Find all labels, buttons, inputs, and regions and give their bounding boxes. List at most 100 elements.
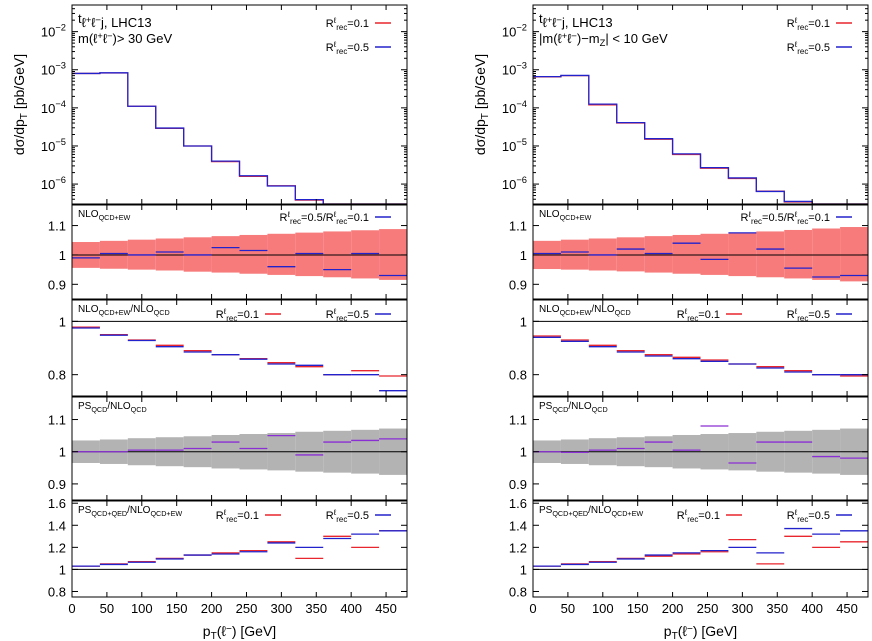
y-tick-label: 1.6 (509, 496, 527, 511)
band-bin (840, 227, 868, 282)
panel-frame (532, 4, 869, 205)
x-tick-label: 50 (100, 601, 114, 616)
chart-2: 10−6 10−5 10−4 10−3 10−2 Rℓrec=0.1 Rℓrec=0.5 tℓ… (472, 4, 869, 641)
x-tick-label: 300 (732, 601, 754, 616)
chart-1: 10−6 10−5 10−4 10−3 10−2 Rℓrec=0.1 Rℓrec=0.5 tℓ… (11, 4, 408, 641)
panel-frame (71, 396, 408, 501)
band-bin (756, 231, 785, 278)
legend-label: Rℓrec=0.5 (326, 508, 369, 524)
y-tick-label: 1.1 (509, 413, 527, 428)
panel-1: 10−6 10−5 10−4 10−3 10−2 Rℓrec=0.1 Rℓrec=0.5 tℓ… (472, 4, 869, 205)
y-tick-label: 10−6 (502, 175, 527, 192)
band-bin (644, 236, 673, 273)
band-bin (351, 230, 380, 279)
legend-label: Rℓrec=0.1 (216, 508, 259, 524)
panel-1: 10−6 10−5 10−4 10−3 10−2 Rℓrec=0.1 Rℓrec=0.5 tℓ… (11, 4, 408, 205)
legend-label: Rℓrec=0.5/Rℓrec=0.1 (280, 210, 369, 226)
legend-label: Rℓrec=0.1 (787, 16, 830, 32)
y-tick-label: 1 (59, 248, 66, 263)
y-tick-label: 1 (59, 314, 66, 329)
x-axis-title: pT(ℓ−) [GeV] (664, 623, 737, 641)
panel-label: PSQCD/NLOQCD (539, 401, 608, 414)
y-tick-label: 0.8 (509, 584, 527, 599)
legend-label: Rℓrec=0.1 (326, 16, 369, 32)
y-tick-label: 0.8 (509, 368, 527, 383)
band-bin (323, 231, 352, 278)
panel-frame (71, 204, 408, 300)
series-line-r01 (72, 72, 407, 205)
legend-label: Rℓrec=0.1 (216, 307, 259, 323)
band-bin (672, 234, 701, 274)
x-tick-label: 50 (561, 601, 575, 616)
panel-label: PSQCD+QED/NLOQCD+EW (78, 505, 182, 518)
y-tick-label: 1 (520, 445, 527, 460)
chart-title-line: tℓ+ℓ−j, LHC13 (539, 11, 613, 30)
y-tick-label: 1 (520, 248, 527, 263)
panel-label: PSQCD+QED/NLOQCD+EW (539, 505, 643, 518)
panel-2: 0.9 1 1.1 NLOQCD+EW Rℓrec=0.5/Rℓrec=0.1 (509, 204, 869, 300)
band-bin (700, 233, 729, 275)
panel-frame (71, 4, 408, 205)
panel-3: 0.8 1 NLOQCD+EW/NLOQCD Rℓrec=0.1 Rℓrec=0.5 (48, 299, 408, 397)
series-line-r01 (533, 74, 868, 205)
x-tick-label: 450 (836, 601, 858, 616)
panel-label: NLOQCD+EW (78, 209, 131, 222)
y-tick-label: 0.9 (48, 477, 66, 492)
x-tick-label: 0 (529, 601, 536, 616)
x-tick-label: 250 (236, 601, 258, 616)
panel-frame (71, 500, 408, 598)
x-tick-label: 100 (131, 601, 153, 616)
y-tick-label: 10−2 (502, 23, 527, 40)
y-tick-label: 1.1 (509, 219, 527, 234)
series-line-r05 (533, 74, 868, 205)
panel-frame (71, 299, 408, 397)
legend-label: Rℓrec=0.5 (787, 40, 830, 56)
y-tick-label: 0.8 (48, 584, 66, 599)
y-axis-title: dσ/dpT [pb/GeV] (472, 54, 491, 155)
x-tick-label: 350 (305, 601, 327, 616)
x-tick-label: 100 (592, 601, 614, 616)
panel-4: 0.9 1 1.1 PSQCD/NLOQCD (48, 396, 408, 501)
x-tick-label: 350 (766, 601, 788, 616)
band-bin (812, 228, 841, 280)
y-tick-label: 10−4 (502, 99, 527, 116)
chart-title-line: m(ℓ+ℓ−)> 30 GeV (78, 31, 172, 46)
panel-frame (532, 500, 869, 598)
panel-3: 0.8 1 NLOQCD+EW/NLOQCD Rℓrec=0.1 Rℓrec=0.5 (509, 299, 869, 397)
legend-label: Rℓrec=0.1 (677, 508, 720, 524)
y-tick-label: 1.2 (509, 540, 527, 555)
panel-label: PSQCD/NLOQCD (78, 401, 147, 414)
y-tick-label: 0.9 (48, 277, 66, 292)
panel-label: NLOQCD+EW/NLOQCD (78, 304, 170, 317)
panel-frame (532, 299, 869, 397)
legend-label: Rℓrec=0.5 (326, 40, 369, 56)
x-tick-label: 0 (68, 601, 75, 616)
band-bin (239, 234, 268, 274)
legend-label: Rℓrec=0.5 (787, 508, 830, 524)
x-tick-label: 300 (271, 601, 293, 616)
x-tick-label: 200 (201, 601, 223, 616)
y-tick-label: 10−3 (41, 61, 66, 78)
x-tick-label: 400 (801, 601, 823, 616)
legend-label: Rℓrec=0.5 (787, 307, 830, 323)
band-bin (616, 237, 645, 272)
legend-label: Rℓrec=0.5/Rℓrec=0.1 (741, 210, 830, 226)
chart-title-line: |m(ℓ+ℓ−)−mZ| < 10 GeV (539, 31, 668, 48)
x-tick-label: 200 (662, 601, 684, 616)
panel-2: 0.9 1 1.1 NLOQCD+EW Rℓrec=0.5/Rℓrec=0.1 (48, 204, 408, 300)
y-tick-label: 1.1 (48, 413, 66, 428)
y-tick-label: 0.9 (509, 477, 527, 492)
panel-5: 0.8 1 1.2 1.4 1.6 PSQCD+QED/NLOQCD+EW Rℓrec=0.… (48, 496, 408, 599)
band-bin (728, 232, 757, 277)
band-bin (267, 233, 296, 275)
series-line-r05 (72, 72, 407, 205)
y-tick-label: 1 (59, 562, 66, 577)
band-bin (211, 236, 240, 273)
chart-title-line: tℓ+ℓ−j, LHC13 (78, 11, 152, 30)
x-axis-title: pT(ℓ−) [GeV] (203, 623, 276, 641)
legend-label: Rℓrec=0.1 (677, 307, 720, 323)
y-tick-label: 1.4 (509, 518, 527, 533)
y-tick-label: 10−3 (502, 61, 527, 78)
band-bin (295, 232, 324, 277)
